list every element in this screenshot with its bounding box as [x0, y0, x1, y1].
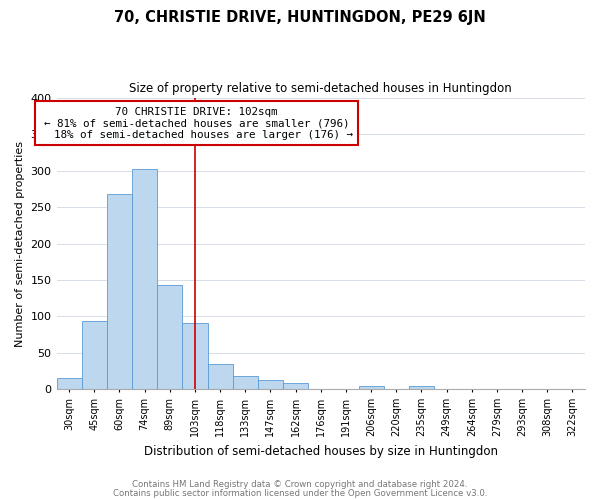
Text: 70 CHRISTIE DRIVE: 102sqm
← 81% of semi-detached houses are smaller (796)
  18% : 70 CHRISTIE DRIVE: 102sqm ← 81% of semi-… — [41, 107, 353, 140]
Text: Contains HM Land Registry data © Crown copyright and database right 2024.: Contains HM Land Registry data © Crown c… — [132, 480, 468, 489]
Bar — [107, 194, 132, 389]
Bar — [233, 376, 258, 389]
Bar — [56, 378, 82, 389]
Text: 70, CHRISTIE DRIVE, HUNTINGDON, PE29 6JN: 70, CHRISTIE DRIVE, HUNTINGDON, PE29 6JN — [114, 10, 486, 25]
Bar — [157, 285, 182, 389]
Bar — [283, 384, 308, 389]
Text: Contains public sector information licensed under the Open Government Licence v3: Contains public sector information licen… — [113, 488, 487, 498]
Bar — [182, 323, 208, 389]
X-axis label: Distribution of semi-detached houses by size in Huntingdon: Distribution of semi-detached houses by … — [144, 444, 498, 458]
Bar — [359, 386, 383, 389]
Bar — [82, 322, 107, 389]
Bar — [409, 386, 434, 389]
Bar — [258, 380, 283, 389]
Bar — [132, 168, 157, 389]
Bar — [208, 364, 233, 389]
Y-axis label: Number of semi-detached properties: Number of semi-detached properties — [15, 140, 25, 346]
Title: Size of property relative to semi-detached houses in Huntingdon: Size of property relative to semi-detach… — [130, 82, 512, 96]
